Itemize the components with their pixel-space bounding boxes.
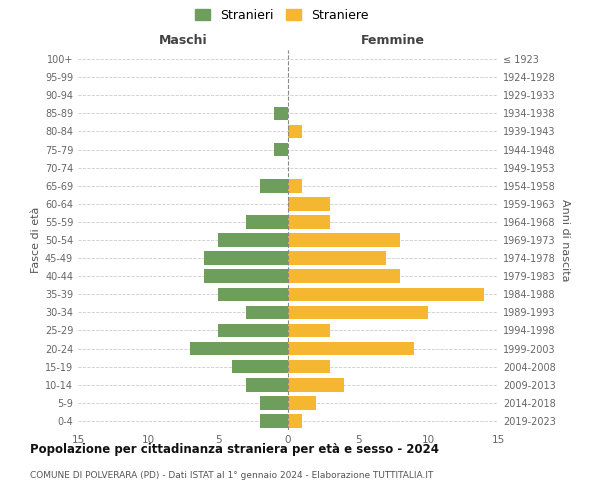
Bar: [218, 324, 288, 338]
Text: Femmine: Femmine: [361, 34, 425, 48]
Bar: [246, 378, 288, 392]
Bar: [218, 288, 288, 301]
Y-axis label: Fasce di età: Fasce di età: [31, 207, 41, 273]
Bar: [274, 106, 288, 120]
Bar: [288, 179, 302, 192]
Bar: [204, 270, 288, 283]
Bar: [246, 306, 288, 319]
Bar: [288, 342, 414, 355]
Bar: [288, 197, 330, 210]
Bar: [288, 270, 400, 283]
Bar: [260, 414, 288, 428]
Text: Popolazione per cittadinanza straniera per età e sesso - 2024: Popolazione per cittadinanza straniera p…: [30, 442, 439, 456]
Bar: [288, 252, 386, 265]
Bar: [274, 142, 288, 156]
Text: Maschi: Maschi: [158, 34, 208, 48]
Bar: [204, 252, 288, 265]
Text: COMUNE DI POLVERARA (PD) - Dati ISTAT al 1° gennaio 2024 - Elaborazione TUTTITAL: COMUNE DI POLVERARA (PD) - Dati ISTAT al…: [30, 471, 433, 480]
Bar: [288, 215, 330, 228]
Bar: [288, 124, 302, 138]
Bar: [260, 396, 288, 409]
Bar: [288, 324, 330, 338]
Bar: [288, 378, 344, 392]
Legend: Stranieri, Straniere: Stranieri, Straniere: [193, 6, 371, 24]
Bar: [260, 179, 288, 192]
Bar: [190, 342, 288, 355]
Bar: [288, 360, 330, 374]
Bar: [288, 306, 428, 319]
Bar: [288, 414, 302, 428]
Bar: [288, 233, 400, 247]
Bar: [218, 233, 288, 247]
Bar: [288, 396, 316, 409]
Bar: [232, 360, 288, 374]
Bar: [288, 288, 484, 301]
Bar: [246, 215, 288, 228]
Y-axis label: Anni di nascita: Anni di nascita: [560, 198, 570, 281]
